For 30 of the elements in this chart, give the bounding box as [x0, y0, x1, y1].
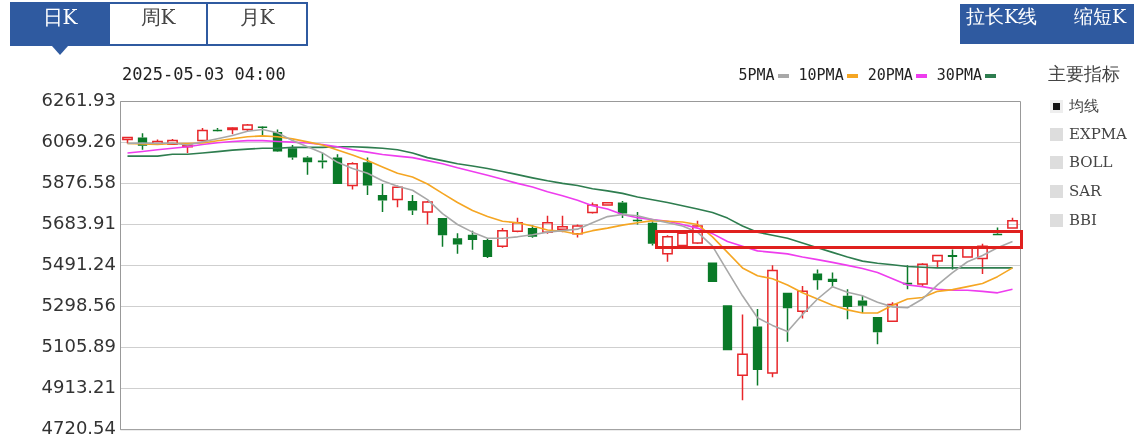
legend-label: 10PMA — [798, 66, 844, 84]
y-tick-label: 4913.21 — [41, 375, 116, 397]
y-tick-label: 5105.89 — [41, 334, 116, 356]
candlestick — [977, 242, 988, 275]
candlestick — [842, 288, 853, 320]
y-tick-label: 5491.24 — [41, 252, 116, 274]
candlestick — [752, 308, 763, 387]
y-tick-label: 6069.26 — [41, 129, 116, 151]
text: BBI — [1069, 211, 1097, 229]
text: 月K — [206, 2, 308, 46]
y-tick-label: 5876.58 — [41, 170, 116, 192]
candlestick — [737, 313, 748, 401]
candlestick — [782, 292, 793, 343]
text: 周K — [108, 2, 208, 46]
legend-label: 20PMA — [867, 66, 913, 84]
text: 缩短K — [1068, 4, 1134, 44]
text: 日K — [10, 2, 110, 46]
text: 均线 — [1069, 97, 1099, 116]
y-tick-label: 6261.93 — [41, 88, 116, 110]
text: BOLL — [1069, 153, 1113, 171]
y-tick-label: 5683.91 — [41, 211, 116, 233]
legend-label: 5PMA — [738, 66, 775, 84]
chart-title: 2025-05-03 04:00 — [122, 64, 286, 84]
text: EXPMA — [1069, 125, 1127, 143]
y-tick-label: 5298.56 — [41, 293, 116, 315]
text: 主要指标 — [1048, 62, 1120, 86]
text: SAR — [1069, 182, 1102, 200]
text: 拉长K线 — [960, 4, 1068, 44]
legend-label: 30PMA — [936, 66, 982, 84]
y-tick-label: 4720.54 — [41, 416, 116, 438]
